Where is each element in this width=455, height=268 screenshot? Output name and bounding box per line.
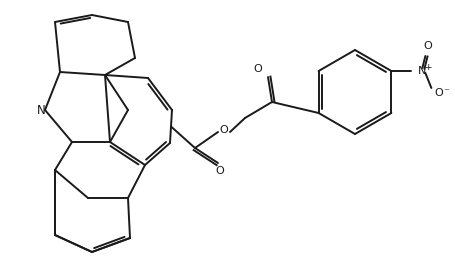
Text: O: O: [219, 125, 228, 135]
Text: N: N: [36, 103, 46, 117]
Text: O: O: [433, 88, 442, 98]
Text: O: O: [215, 166, 224, 176]
Text: O: O: [422, 41, 431, 51]
Text: O: O: [253, 64, 262, 74]
Text: N: N: [417, 66, 426, 76]
Text: ⁻: ⁻: [442, 87, 448, 97]
Text: +: +: [423, 62, 430, 72]
